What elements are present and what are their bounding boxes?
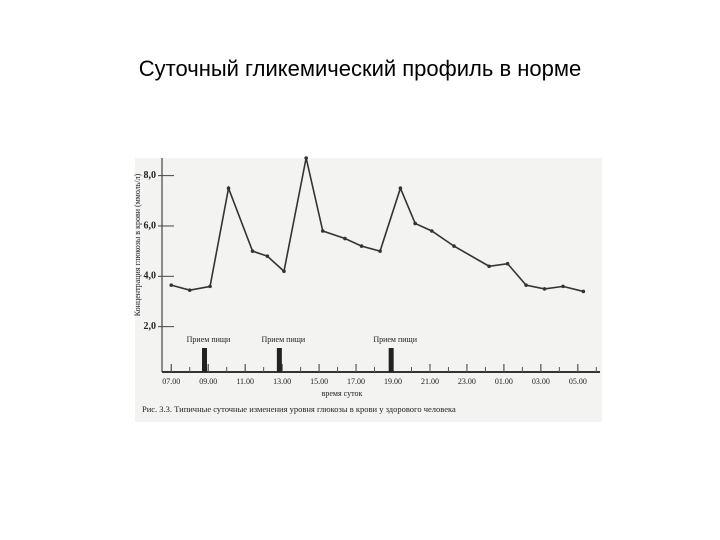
point [542, 287, 547, 291]
point [282, 269, 286, 274]
glucose-line [171, 157, 584, 293]
point [169, 283, 174, 287]
point [208, 284, 212, 289]
point [359, 244, 364, 248]
point [398, 186, 403, 191]
x-tick-label: 21.00 [421, 377, 439, 386]
x-tick-label: 17.00 [347, 377, 365, 386]
x-tick-label: 11.00 [236, 377, 254, 386]
x-tick-label: 13.00 [273, 377, 291, 386]
meal-bar [388, 348, 394, 372]
meal-label: Прием пищи [262, 335, 306, 344]
meal-bar [276, 348, 282, 372]
x-tick-label: 15.00 [310, 377, 328, 386]
point [581, 289, 586, 294]
meal-bar [202, 348, 208, 372]
scan-area [135, 158, 602, 422]
point [452, 244, 456, 248]
y-tick-label: 2,0 [144, 321, 157, 332]
point [413, 221, 417, 226]
x-axis-label: время суток [322, 389, 363, 398]
meal-label: Прием пищи [373, 335, 417, 344]
point [265, 254, 270, 258]
x-tick-label: 19.00 [384, 377, 402, 386]
y-tick-label: 6,0 [144, 220, 157, 231]
point [250, 249, 255, 253]
meal-label: Прием пищи [187, 335, 231, 344]
caption: Рис. 3.3. Типичные суточные изменения ур… [142, 404, 456, 414]
point [226, 186, 231, 191]
x-tick-label: 05.00 [569, 377, 587, 386]
point [561, 284, 565, 289]
point [187, 288, 192, 292]
x-tick-label: 07.00 [162, 377, 180, 386]
point [430, 229, 434, 233]
point [524, 283, 528, 287]
x-tick-label: 01.00 [495, 377, 513, 386]
point [304, 156, 308, 160]
y-tick-label: 4,0 [144, 271, 157, 282]
x-tick-label: 03.00 [532, 377, 550, 386]
y-axis-label: Концентрация глюкозы в крови (ммоль/л) [133, 173, 142, 316]
x-tick-label: 23.00 [458, 377, 476, 386]
point [487, 264, 491, 269]
point [378, 249, 382, 253]
x-tick-label: 09.00 [199, 377, 217, 386]
point [505, 261, 510, 266]
slide-title: Суточный гликемический профиль в норме [139, 56, 581, 81]
point [320, 229, 325, 233]
point [343, 236, 347, 241]
y-tick-label: 8,0 [144, 170, 157, 181]
